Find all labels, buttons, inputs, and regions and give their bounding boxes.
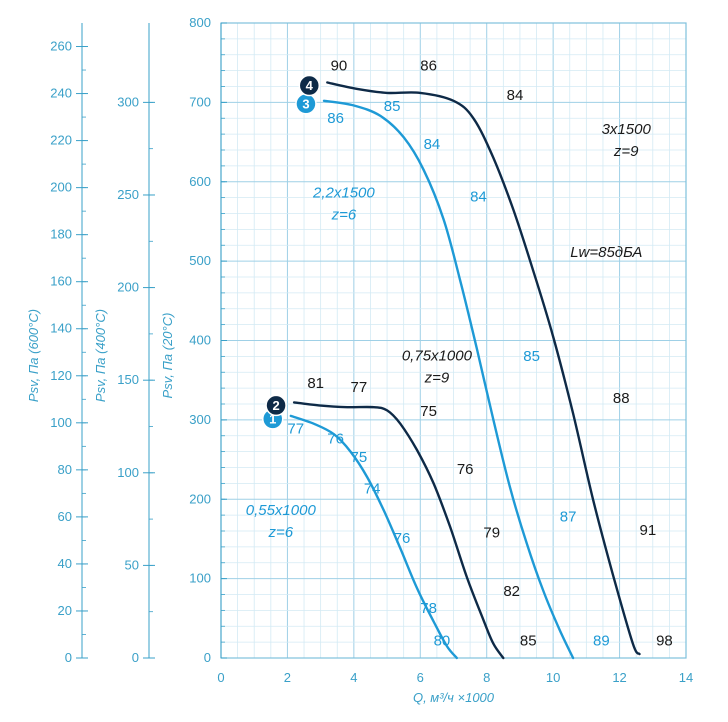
series-3-point-label: 85 [523, 348, 540, 365]
y-tick-label: 50 [125, 557, 139, 572]
annotation-text: 2,2x1500 [312, 185, 375, 202]
y-axis-0: 0 20 40 60 80 100 120 140 160 180 200 220 240 260 Psv,… [26, 23, 88, 665]
series-1-point-label: 76 [394, 530, 411, 547]
x-tick-label: 12 [612, 670, 626, 685]
series-2-point-label: 81 [307, 375, 324, 392]
series-1-point-label: 74 [364, 481, 381, 498]
series-1-line [289, 414, 458, 660]
series-4-point-label: 98 [656, 632, 673, 649]
y-tick-label: 260 [50, 39, 72, 54]
chart-curves: 12 3 4 [262, 74, 641, 660]
annotation-text: z=6 [331, 207, 357, 224]
series-4-badge-label: 4 [306, 78, 314, 93]
series-1-point-label: 80 [434, 632, 451, 649]
series-4-point-label: 86 [420, 58, 437, 75]
series-1-point-label: 78 [420, 600, 437, 617]
y-tick-label: 0 [132, 650, 139, 665]
series-1-point-label: 76 [327, 431, 344, 448]
y-tick-label: 250 [117, 187, 139, 202]
series-4-badge [298, 74, 321, 97]
y-tick-label: 700 [189, 94, 211, 109]
y-tick-label: 0 [204, 650, 211, 665]
y-tick-label: 800 [189, 15, 211, 30]
y-tick-label: 20 [58, 603, 72, 618]
y-tick-label: 100 [189, 571, 211, 586]
series-2-line [292, 401, 505, 660]
series-1-badge-label: 1 [269, 411, 276, 426]
x-tick-label: 2 [284, 670, 291, 685]
series-4-point-label: 90 [331, 58, 348, 75]
chart-point-labels: 77 76 75 74 76 78 80 81 77 75 76 79 82 85 86 85 84 84 85 87… [287, 58, 672, 650]
annotation-text: 0,55x1000 [246, 502, 317, 519]
annotation-text: z=6 [267, 524, 293, 541]
series-3-point-label: 87 [560, 508, 577, 525]
series-4-point-label: 84 [507, 87, 524, 104]
y-tick-label: 240 [50, 86, 72, 101]
x-axis-title: Q, м³/ч ×1000 [413, 690, 495, 705]
series-2-point-label: 82 [503, 583, 520, 600]
x-tick-label: 14 [679, 670, 693, 685]
series-3-badge-label: 3 [302, 96, 309, 111]
y-tick-label: 300 [189, 412, 211, 427]
y-tick-label: 200 [117, 280, 139, 295]
chart-grid [220, 22, 687, 659]
y-tick-label: 100 [50, 415, 72, 430]
y-axis-title: Psv, Па (20°C) [160, 313, 175, 399]
y-tick-label: 140 [50, 321, 72, 336]
series-1-point-label: 77 [287, 420, 304, 437]
y-tick-label: 60 [58, 509, 72, 524]
x-tick-label: 6 [417, 670, 424, 685]
y-tick-label: 0 [65, 650, 72, 665]
series-3-point-label: 86 [327, 110, 344, 127]
annotation-text: 3x1500 [602, 121, 652, 138]
x-tick-label: 4 [350, 670, 357, 685]
chart-annotations: 0,55x1000 z=6 0,75x1000 z=9 2,2x1500 z=6 3x150… [246, 121, 652, 541]
y-tick-label: 400 [189, 333, 211, 348]
series-3-line [322, 99, 575, 660]
y-tick-label: 120 [50, 368, 72, 383]
y-tick-label: 40 [58, 556, 72, 571]
y-axis-title: Psv, Па (600°C) [26, 309, 41, 402]
series-2-badge [265, 394, 287, 417]
series-2-point-label: 75 [420, 403, 437, 420]
chart-axes: 0 2 4 6 8 10 12 14Q, м³/ч ×10000204060801001201… [26, 15, 693, 705]
series-3-point-label: 84 [470, 189, 487, 206]
series-2-point-label: 77 [351, 379, 368, 396]
y-axis-title: Psv, Па (400°C) [93, 309, 108, 402]
y-tick-label: 220 [50, 133, 72, 148]
y-tick-label: 200 [189, 491, 211, 506]
annotation-text: z=9 [424, 369, 450, 386]
annotation-text: Lw=85дБА [570, 244, 642, 261]
series-4-point-label: 91 [640, 522, 657, 539]
series-2-point-label: 79 [483, 524, 500, 541]
y-axis-2: 0 100 200 300 400 500 600 700 800 Psv, Па (20°C) [160, 15, 227, 665]
series-2-point-label: 85 [520, 632, 537, 649]
series-3-point-label: 84 [424, 136, 441, 153]
series-2-point-label: 76 [457, 461, 474, 478]
series-4-point-label: 88 [613, 390, 630, 407]
y-axis-1: 0 50 100 150 200 250 300 Psv, Па (400°C) [93, 23, 155, 665]
x-tick-label: 10 [546, 670, 560, 685]
y-tick-label: 300 [117, 94, 139, 109]
series-1-point-label: 75 [351, 449, 368, 466]
y-tick-label: 200 [50, 180, 72, 195]
y-tick-label: 80 [58, 462, 72, 477]
y-tick-label: 180 [50, 227, 72, 242]
series-3-point-label: 89 [593, 632, 610, 649]
x-tick-label: 8 [483, 670, 490, 685]
series-4-line [326, 81, 641, 656]
x-tick-label: 0 [217, 670, 224, 685]
series-2-badge-label: 2 [272, 398, 279, 413]
annotation-text: z=9 [613, 143, 639, 160]
series-3-point-label: 85 [384, 98, 401, 115]
y-tick-label: 500 [189, 253, 211, 268]
y-tick-label: 160 [50, 274, 72, 289]
y-tick-label: 600 [189, 174, 211, 189]
y-tick-label: 100 [117, 465, 139, 480]
y-tick-label: 150 [117, 372, 139, 387]
annotation-text: 0,75x1000 [402, 347, 473, 364]
